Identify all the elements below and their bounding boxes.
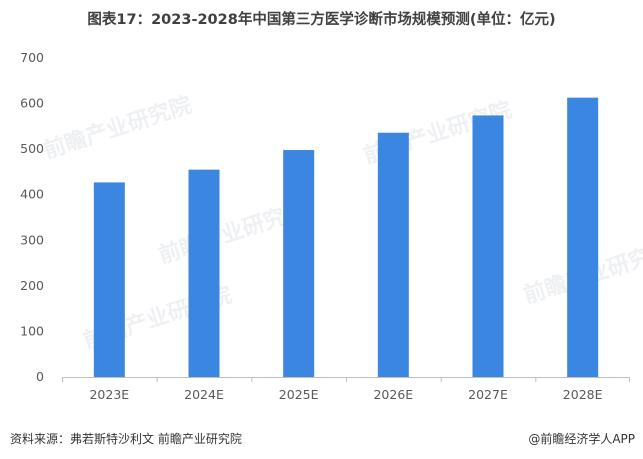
brand-label: @前瞻经济学人APP <box>528 432 635 446</box>
chart-title: 图表17：2023-2028年中国第三方医学诊断市场规模预测(单位：亿元) <box>87 12 556 28</box>
y-tick-label: 700 <box>20 50 44 65</box>
x-tick-label: 2027E <box>468 387 508 402</box>
x-tick-label: 2028E <box>563 387 603 402</box>
bar-2028E <box>567 97 599 377</box>
x-tick-label: 2025E <box>279 387 319 402</box>
bar-2024E <box>188 169 220 377</box>
y-tick-label: 100 <box>20 323 44 338</box>
y-tick-label: 200 <box>20 278 44 293</box>
bar-2025E <box>283 150 315 377</box>
x-tick-label: 2026E <box>373 387 413 402</box>
y-tick-label: 300 <box>20 232 44 247</box>
x-tick-label: 2023E <box>89 387 129 402</box>
x-tick-label: 2024E <box>184 387 224 402</box>
bar-2026E <box>377 132 409 377</box>
bar-2027E <box>472 115 504 378</box>
bar-2023E <box>93 182 125 377</box>
y-tick-label: 400 <box>20 187 44 202</box>
source-note: 资料来源：弗若斯特沙利文 前瞻产业研究院 <box>10 432 242 446</box>
y-tick-label: 600 <box>20 96 44 111</box>
y-tick-label: 500 <box>20 141 44 156</box>
y-tick-label: 0 <box>36 369 44 384</box>
